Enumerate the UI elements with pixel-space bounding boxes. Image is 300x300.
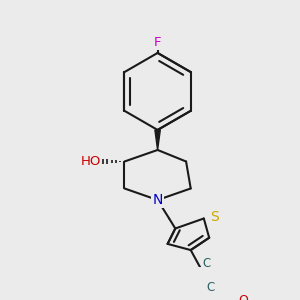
Text: C: C <box>202 257 210 270</box>
Text: HO: HO <box>80 155 101 168</box>
Text: S: S <box>210 210 219 224</box>
Text: O: O <box>238 294 248 300</box>
Text: F: F <box>154 36 161 49</box>
Text: N: N <box>152 193 163 207</box>
Polygon shape <box>155 130 160 150</box>
Text: C: C <box>207 281 215 294</box>
